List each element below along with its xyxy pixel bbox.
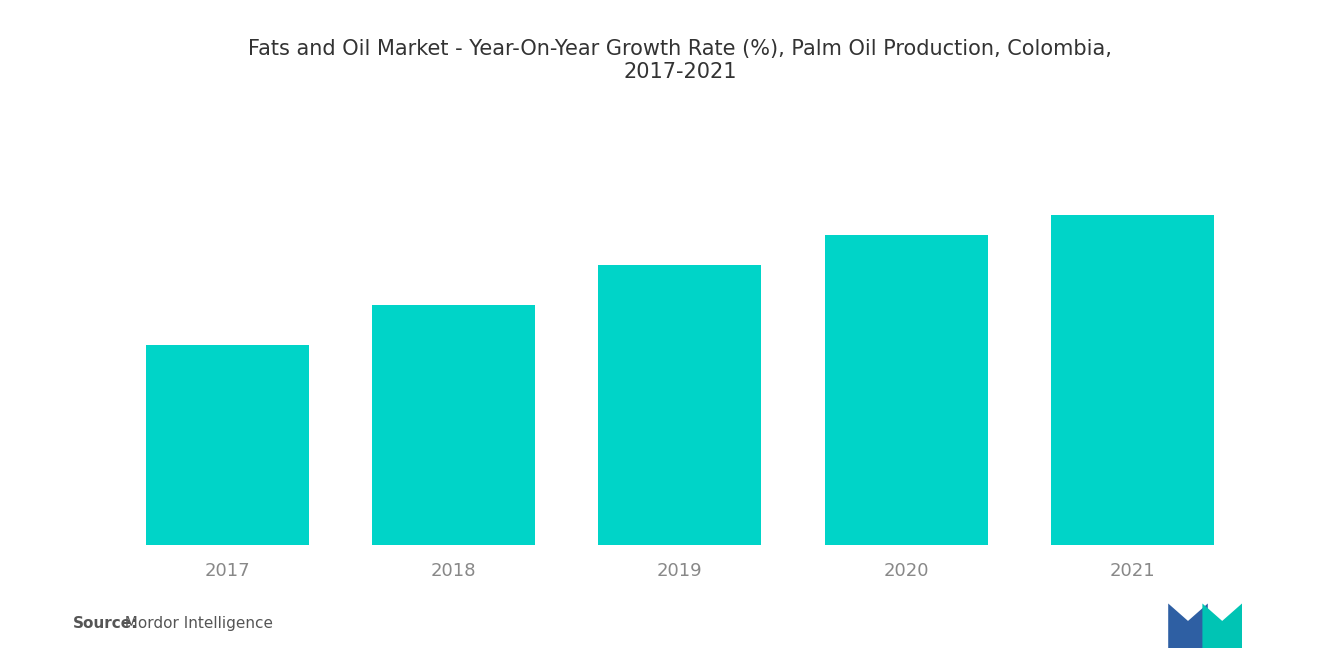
Bar — [1051, 215, 1214, 545]
Text: Mordor Intelligence: Mordor Intelligence — [115, 616, 273, 632]
Bar — [372, 305, 535, 545]
Bar — [825, 235, 987, 545]
Title: Fats and Oil Market - Year-On-Year Growth Rate (%), Palm Oil Production, Colombi: Fats and Oil Market - Year-On-Year Growt… — [248, 39, 1111, 82]
Polygon shape — [1168, 604, 1208, 648]
Polygon shape — [1203, 604, 1242, 648]
Text: Source:: Source: — [73, 616, 139, 632]
Bar — [598, 265, 762, 545]
Bar — [145, 345, 309, 545]
